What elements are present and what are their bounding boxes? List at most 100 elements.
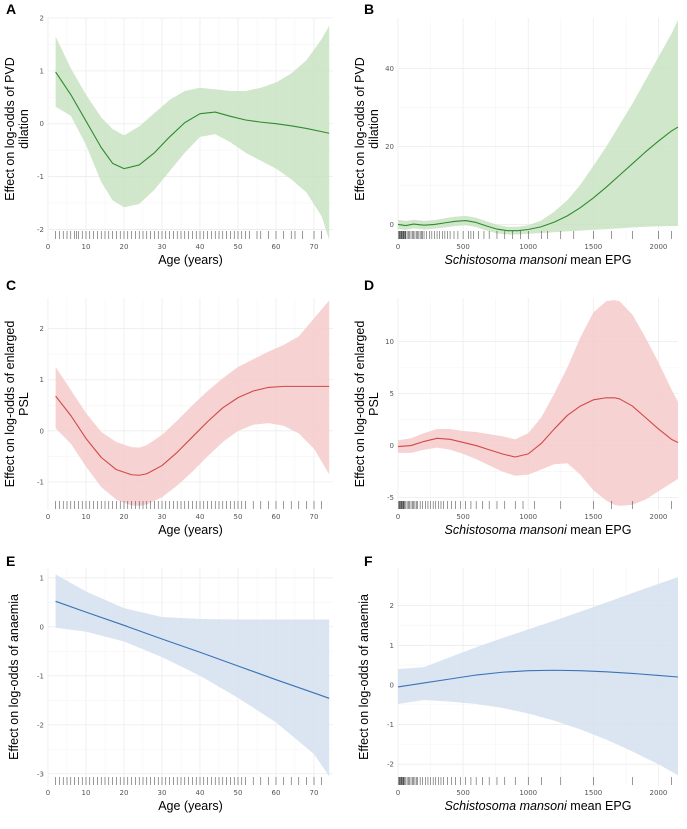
y-tick-label: -5 [387,494,394,502]
y-axis-title-line: Effect on log-odds of enlarged [353,321,367,488]
panel-a: 0 10 20 30 40 50 60 70 -2 -1 0 1 2 Age (years) Effect … [3,1,333,267]
confidence-band [398,300,678,506]
panel-letter: D [364,277,374,293]
y-tick-label: -2 [387,761,394,769]
y-tick-label: 40 [385,65,394,73]
panel-letter: C [6,277,16,293]
x-tick-label: 30 [158,243,167,251]
x-axis-title-italic: Schistosoma mansoni [445,799,569,813]
effect-line [55,600,330,699]
x-tick-label: 30 [158,513,167,521]
x-tick-label: 2000 [650,513,668,521]
panel-letter: B [364,1,374,17]
panel-letter: F [364,553,373,569]
x-tick-label: 10 [82,513,91,521]
x-tick-label: 500 [456,243,469,251]
y-tick-label: 0 [40,120,44,128]
panel-f: 0 500 1000 1500 2000 -2 -1 0 1 2 Schistosoma manso… [357,553,679,813]
y-axis-title-line: Effect on log-odds of enlarged [3,321,17,488]
y-tick-label: -3 [37,770,44,778]
y-axis-title-line: Effect on log-odds of anaemia [357,594,371,760]
y-axis-title-line: PSL [367,392,381,416]
x-axis-title: Schistosoma mansoni mean EPG [445,253,632,267]
x-tick-label: 30 [158,789,167,797]
panel-c: 0 10 20 30 40 50 60 70 -1 0 1 2 Age (years) Effect on… [3,277,333,537]
x-tick-label: 20 [120,789,129,797]
y-tick-label: 0 [40,623,44,631]
x-tick-label: 500 [456,513,469,521]
x-axis-title-rest: mean EPG [567,523,632,537]
y-tick-label: -2 [37,721,44,729]
y-tick-label: 2 [40,325,44,333]
y-tick-label: -1 [37,478,44,486]
x-tick-label: 70 [310,789,319,797]
x-tick-label: 60 [272,513,281,521]
confidence-band [55,25,330,240]
effect-line [397,126,679,232]
x-tick-label: 10 [82,789,91,797]
x-tick-label: 1000 [519,243,537,251]
y-tick-label: 1 [40,67,44,75]
y-axis-title: Effect on log-odds of anaemia [7,594,21,760]
y-tick-label: 5 [390,390,394,398]
y-tick-label: 1 [40,574,44,582]
x-tick-label: 60 [272,243,281,251]
x-axis-title: Age (years) [158,799,223,813]
x-axis-title-rest: mean EPG [567,799,632,813]
effect-line [397,669,679,688]
y-tick-label: 1 [40,376,44,384]
effect-line [55,385,330,476]
effect-line [397,397,679,458]
y-tick-label: -1 [37,173,44,181]
x-axis-title: Age (years) [158,523,223,537]
x-tick-label: 50 [234,513,243,521]
panel-e: 0 10 20 30 40 50 60 70 -3 -2 -1 0 1 Age (years) Effect… [6,553,333,813]
y-axis-title-line: Effect on log-odds of PVD [3,57,17,201]
x-tick-label: 1500 [584,789,602,797]
panel-d: 0 500 1000 1500 2000 -5 0 5 10 Schistosoma manson… [353,277,679,537]
x-axis-title: Schistosoma mansoni mean EPG [445,799,632,813]
panel-letter: A [6,1,16,17]
x-tick-label: 1500 [584,513,602,521]
x-tick-label: 0 [396,513,400,521]
y-tick-label: 0 [390,221,394,229]
x-tick-label: 0 [46,789,50,797]
y-tick-label: 10 [385,338,394,346]
x-tick-label: 0 [396,243,400,251]
y-tick-label: 2 [40,15,44,23]
x-tick-label: 2000 [650,243,668,251]
y-axis-title: Effect on log-odds of PVDdilation [353,57,381,201]
x-axis-title-rest: mean EPG [567,253,632,267]
x-tick-label: 500 [456,789,469,797]
y-axis-title: Effect on log-odds of enlargedPSL [353,321,381,488]
y-tick-label: -1 [37,672,44,680]
x-tick-label: 60 [272,789,281,797]
x-axis-title: Schistosoma mansoni mean EPG [445,523,632,537]
x-tick-label: 1000 [519,513,537,521]
x-axis-title: Age (years) [158,253,223,267]
x-tick-label: 20 [120,243,129,251]
y-tick-label: 1 [390,642,394,650]
y-axis-title: Effect on log-odds of anaemia [357,594,371,760]
confidence-band [55,574,330,777]
x-tick-label: 0 [46,243,50,251]
y-axis-title-line: PSL [17,392,31,416]
y-axis-title: Effect on log-odds of enlargedPSL [3,321,31,488]
y-tick-label: 2 [390,602,394,610]
confidence-band [55,300,330,506]
y-tick-label: -2 [37,226,44,234]
x-tick-label: 40 [196,243,205,251]
x-tick-label: 0 [396,789,400,797]
y-axis-title-line: dilation [367,109,381,149]
x-tick-label: 2000 [650,789,668,797]
y-axis-title-line: Effect on log-odds of anaemia [7,594,21,760]
y-axis-title-line: dilation [17,109,31,149]
confidence-band [398,577,678,776]
y-tick-label: 20 [385,143,394,151]
x-tick-label: 1500 [584,243,602,251]
x-tick-label: 50 [234,789,243,797]
x-tick-label: 40 [196,789,205,797]
y-axis-title-line: Effect on log-odds of PVD [353,57,367,201]
x-axis-title-italic: Schistosoma mansoni [445,523,569,537]
